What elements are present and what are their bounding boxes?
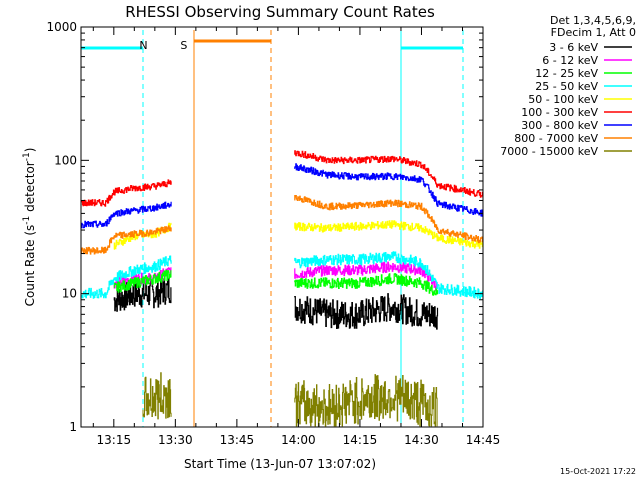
legend-header-line: FDecim 1, Att 0 [551, 26, 636, 39]
legend: Det 1,3,4,5,6,9,FDecim 1, Att 0 3 - 6 keV… [500, 14, 636, 158]
legend-label: 3 - 6 keV [549, 41, 598, 54]
y-tick-label: 1 [69, 420, 77, 434]
series-line [294, 195, 483, 244]
x-tick-label: 14:15 [343, 433, 378, 447]
series-line [294, 150, 483, 198]
series-line [81, 179, 172, 207]
series-line [294, 251, 483, 300]
x-tick-label: 13:45 [220, 433, 255, 447]
legend-label: 12 - 25 keV [535, 67, 598, 80]
series-7 [81, 163, 483, 229]
x-tick-label: 14:00 [281, 433, 316, 447]
series-line [294, 261, 439, 291]
series-group [81, 150, 483, 427]
annotation-s: S [180, 39, 187, 52]
y-axis-title: Count Rate (s-1 detector-1) [22, 148, 37, 307]
x-tick-label: 13:30 [158, 433, 193, 447]
legend-label: 300 - 800 keV [521, 119, 598, 132]
y-tick-label: 1000 [46, 20, 77, 34]
y-tick-label: 100 [54, 153, 77, 167]
y-axis-title-suffix: ) [23, 148, 37, 153]
legend-label: 25 - 50 keV [535, 80, 598, 93]
plot-frame [80, 26, 484, 428]
x-tick-label: 14:45 [466, 433, 501, 447]
series-4 [81, 251, 483, 300]
x-axis: 13:15 13:30 13:45 14:00 14:15 14:30 14:45 [92, 27, 501, 447]
series-line [81, 255, 172, 299]
series-3 [113, 269, 439, 296]
series-line [142, 372, 172, 420]
series-line [113, 269, 172, 293]
y-axis: 1 10 100 1000 [46, 20, 483, 434]
series-1 [113, 276, 439, 330]
y-axis-title-prefix: Count Rate (s [23, 225, 37, 307]
series-line [113, 276, 172, 312]
legend-label: 100 - 300 keV [521, 106, 598, 119]
x-axis-title: Start Time (13-Jun-07 13:07:02) [184, 457, 376, 471]
y-tick-label: 10 [62, 287, 77, 301]
series-line [294, 273, 439, 296]
series-5 [113, 220, 483, 250]
series-line [294, 293, 439, 330]
legend-label: 7000 - 15000 keV [500, 145, 598, 158]
x-tick-label: 14:30 [404, 433, 439, 447]
y-axis-title-sup2: -1 [22, 152, 32, 161]
legend-label: 800 - 7000 keV [514, 132, 598, 145]
x-tick-label: 13:15 [97, 433, 132, 447]
legend-header-line: Det 1,3,4,5,6,9, [550, 14, 636, 27]
series-line [294, 374, 438, 427]
y-axis-title-mid: detector [23, 161, 37, 216]
series-line [81, 225, 172, 255]
series-8 [81, 195, 483, 255]
footer-timestamp: 15-Oct-2021 17:22 [560, 467, 636, 476]
series-line [294, 220, 483, 249]
series-line [294, 163, 483, 217]
series-line [81, 201, 172, 229]
y-axis-title-sup1: -1 [22, 216, 32, 225]
annotation-n: N [139, 39, 147, 52]
legend-label: 50 - 100 keV [528, 93, 598, 106]
chart-title: RHESSI Observing Summary Count Rates [125, 3, 435, 21]
series-9 [142, 372, 438, 427]
legend-label: 6 - 12 keV [542, 54, 598, 67]
series-6 [81, 150, 483, 207]
